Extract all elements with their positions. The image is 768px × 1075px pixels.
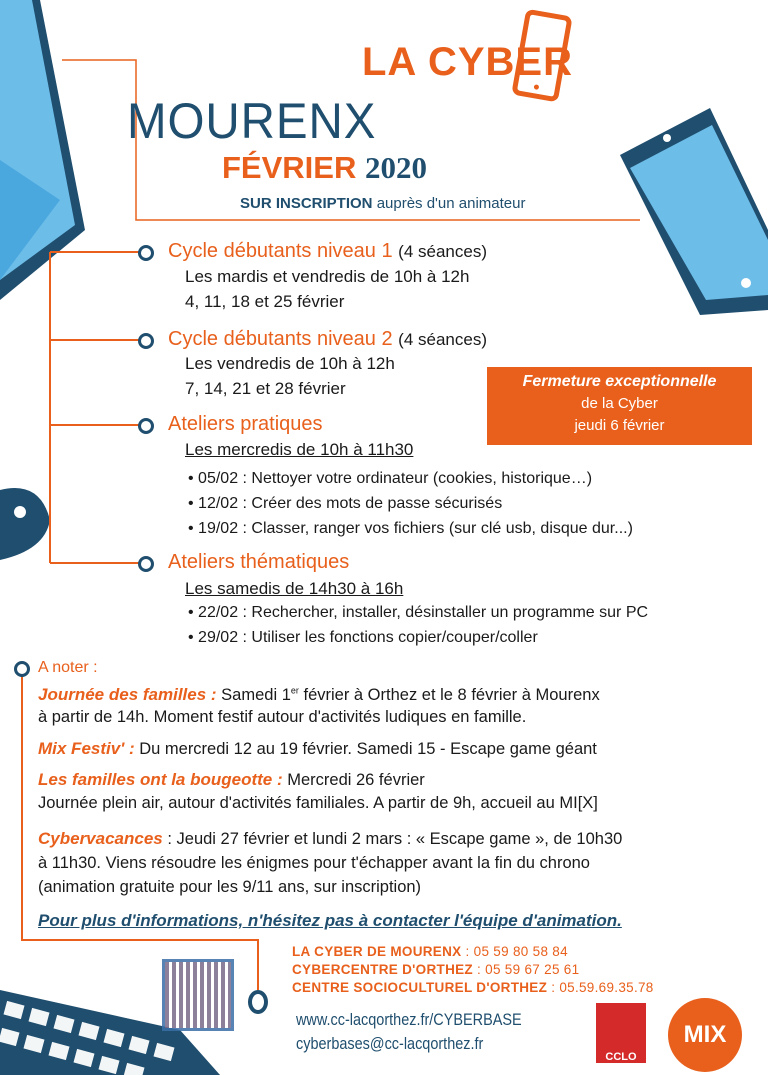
notes-node-icon [14, 661, 30, 677]
location-title: MOURENX [127, 93, 377, 149]
section-line: 4, 11, 18 et 25 février [185, 292, 345, 311]
note-item: Mix Festiv' : Du mercredi 12 au 19 févri… [38, 739, 597, 758]
email-link[interactable]: cyberbases@cc-lacqorthez.fr [296, 1034, 484, 1053]
timeline-node-icon [138, 556, 154, 572]
section-line: Les mardis et vendredis de 10h à 12h [185, 267, 470, 286]
contact-line: CYBERCENTRE D'ORTHEZ : 05 59 67 25 61 [292, 962, 580, 977]
section-line: 7, 14, 21 et 28 février [185, 379, 346, 398]
note-line: à 11h30. Viens résoudre les énigmes pour… [38, 854, 590, 872]
bullet-item: • 29/02 : Utiliser les fonctions copier/… [188, 629, 538, 646]
note-item: Les familles ont la bougeotte : Mercredi… [38, 770, 425, 789]
mix-logo: MIX [668, 998, 742, 1072]
section-schedule: Les mercredis de 10h à 11h30 [185, 440, 414, 459]
cclo-logo: CCLO [596, 1003, 646, 1063]
section-schedule: Les samedis de 14h30 à 16h [185, 579, 404, 598]
note-line: (animation gratuite pour les 9/11 ans, s… [38, 878, 422, 896]
section-title: Ateliers thématiques [168, 551, 350, 573]
note-line: Journée plein air, autour d'activités fa… [38, 794, 598, 812]
note-item: Cybervacances : Jeudi 27 février et lund… [38, 829, 623, 848]
phone-icon [512, 9, 572, 102]
section-title: Cycle débutants niveau 2 (4 séances) [168, 328, 487, 350]
timeline-node-icon [138, 333, 154, 349]
contact-node-icon [248, 990, 268, 1014]
date-title: FÉVRIER 2020 [222, 150, 427, 185]
note-line: à partir de 14h. Moment festif autour d'… [38, 708, 527, 726]
bullet-item: • 05/02 : Nettoyer votre ordinateur (coo… [188, 470, 593, 487]
left-device-edge [0, 488, 50, 560]
keyboard-graphic [0, 990, 220, 1075]
bullet-item: • 19/02 : Classer, ranger vos fichiers (… [188, 520, 633, 537]
section-line: Les vendredis de 10h à 12h [185, 354, 395, 373]
section-title: Ateliers pratiques [168, 413, 323, 435]
note-item: Journée des familles : Samedi 1er févrie… [38, 685, 600, 704]
contact-line: CENTRE SOCIOCULTUREL D'ORTHEZ : 05.59.69… [292, 980, 654, 995]
brand-title: LA CYBER [362, 40, 573, 84]
timeline-node-icon [138, 245, 154, 261]
website-link[interactable]: www.cc-lacqorthez.fr/CYBERBASE [296, 1010, 522, 1029]
contact-line: LA CYBER DE MOURENX : 05 59 80 58 84 [292, 944, 568, 959]
qr-code[interactable] [162, 959, 234, 1031]
timeline-node-icon [138, 418, 154, 434]
more-info: Pour plus d'informations, n'hésitez pas … [38, 911, 622, 930]
section-title: Cycle débutants niveau 1 (4 séances) [168, 240, 487, 262]
bullet-item: • 22/02 : Rechercher, installer, désinst… [188, 604, 649, 621]
registration-note: SUR INSCRIPTION auprès d'un animateur [240, 195, 526, 212]
bullet-item: • 12/02 : Créer des mots de passe sécuri… [188, 495, 503, 512]
notes-heading: A noter : [38, 659, 98, 676]
closure-notice: Fermeture exceptionnelle de la Cyber jeu… [487, 367, 752, 445]
